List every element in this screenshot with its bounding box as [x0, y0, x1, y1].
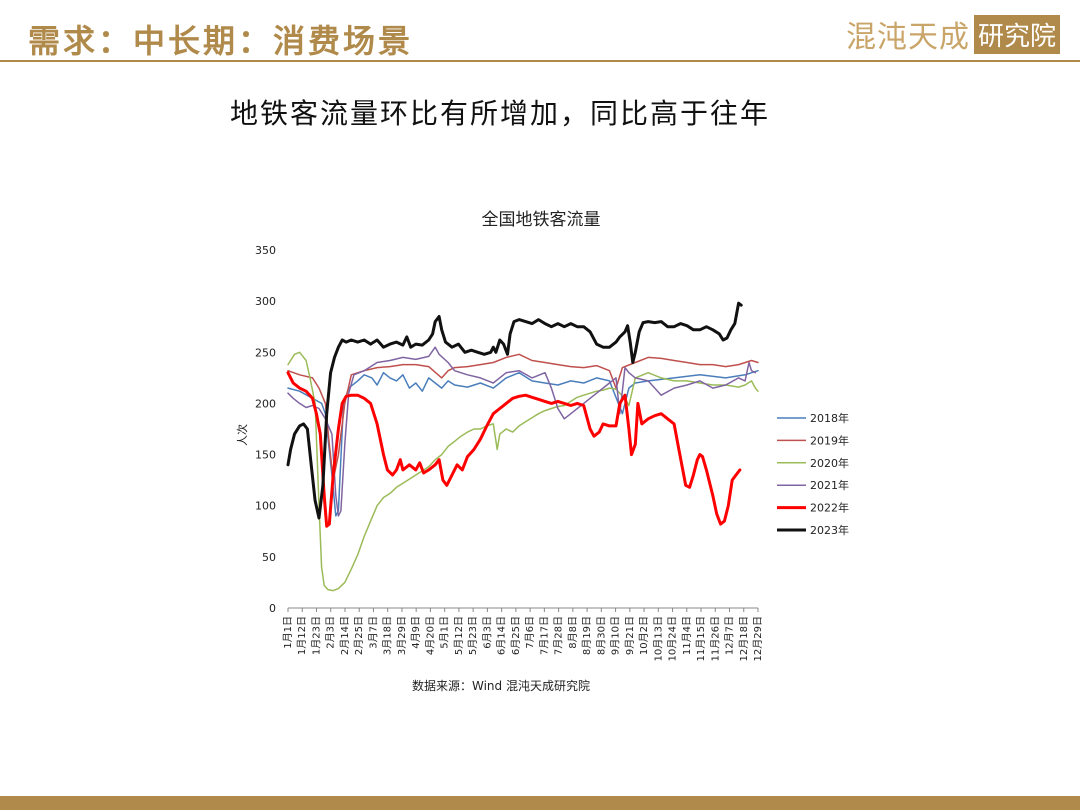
y-tick-label: 0: [269, 602, 276, 615]
x-tick-label: 6月3日: [481, 616, 493, 649]
x-tick-label: 12月7日: [724, 616, 736, 655]
x-tick-label: 7月17日: [538, 616, 550, 655]
x-tick-label: 10月13日: [652, 616, 664, 661]
x-tick-label: 8月8日: [567, 616, 579, 649]
y-tick-label: 200: [255, 397, 276, 410]
logo-text: 混沌天成: [846, 20, 970, 55]
x-tick-label: 7月28日: [553, 616, 565, 655]
legend-label: 2018年: [810, 411, 849, 425]
x-tick-label: 12月29日: [752, 616, 764, 661]
x-tick-label: 12月18日: [738, 616, 750, 661]
x-tick-label: 2月3日: [325, 616, 337, 649]
x-tick-label: 1月12日: [296, 616, 308, 655]
legend-label: 2019年: [810, 433, 849, 447]
x-tick-label: 6月25日: [510, 616, 522, 655]
logo-box: 研究院: [974, 14, 1061, 54]
y-axis: 0 50 100 150 200 250 300 350: [255, 244, 276, 615]
x-tick-label: 9月10日: [610, 616, 622, 655]
series-line-2019年: [287, 353, 759, 481]
series-line-2018年: [287, 369, 759, 517]
x-tick-label: 10月2日: [638, 616, 650, 655]
x-tick-label: 10月24日: [667, 616, 679, 661]
series-line-2021年: [287, 346, 757, 517]
x-tick-label: 11月4日: [681, 616, 693, 655]
data-source-note: 数据来源：Wind 混沌天成研究院: [412, 679, 590, 693]
footer-bar: [0, 796, 1080, 810]
x-tick-label: 9月21日: [624, 616, 636, 655]
series-line-2022年: [286, 371, 742, 528]
y-tick-label: 250: [255, 346, 276, 359]
y-axis-label: 人次: [235, 424, 249, 446]
x-tick-label: 1月23日: [310, 616, 322, 655]
chart-title: 全国地铁客流量: [482, 210, 601, 230]
x-tick-label: 8月30日: [595, 616, 607, 655]
y-tick-label: 50: [262, 551, 276, 564]
legend-label: 2020年: [810, 456, 849, 470]
x-tick-label: 4月9日: [410, 616, 422, 649]
y-tick-label: 150: [255, 449, 276, 462]
x-tick-label: 2月14日: [339, 616, 351, 655]
legend: 2018年 2019年 2020年 2021年 2022年 2023年: [777, 411, 849, 537]
y-tick-label: 350: [255, 244, 276, 257]
page-title: 需求：中长期：消费场景: [28, 22, 414, 60]
x-tick-label: 3月18日: [382, 616, 394, 655]
x-tick-label: 3月29日: [396, 616, 408, 655]
x-tick-label: 4月20日: [424, 616, 436, 655]
series-line-2023年: [286, 301, 743, 520]
legend-label: 2023年: [810, 523, 849, 537]
x-tick-label: 11月15日: [695, 616, 707, 661]
series-line-2020年: [287, 351, 759, 592]
header-divider: [0, 60, 1080, 62]
x-tick-label: 5月23日: [467, 616, 479, 655]
x-tick-label: 7月6日: [524, 616, 536, 649]
company-logo: 混沌天成 研究院: [846, 14, 1061, 55]
x-tick-label: 8月19日: [581, 616, 593, 655]
legend-label: 2022年: [810, 501, 849, 515]
y-tick-label: 300: [255, 295, 276, 308]
x-tick-label: 5月1日: [439, 616, 451, 649]
x-tick-label: 3月7日: [367, 616, 379, 649]
x-tick-label: 1月1日: [282, 616, 294, 649]
x-tick-label: 6月14日: [496, 616, 508, 655]
x-tick-label: 5月12日: [453, 616, 465, 655]
series-layer: [286, 301, 759, 592]
slide-subtitle: 地铁客流量环比有所增加，同比高于往年: [230, 97, 771, 130]
x-tick-label: 11月26日: [709, 616, 721, 661]
legend-label: 2021年: [810, 478, 849, 492]
y-tick-label: 100: [255, 500, 276, 513]
x-tick-label: 2月25日: [353, 616, 365, 655]
x-axis: 1月1日 1月12日 1月23日 2月3日 2月14日 2月25日 3月7日 3月18日 3月2…: [282, 607, 764, 661]
